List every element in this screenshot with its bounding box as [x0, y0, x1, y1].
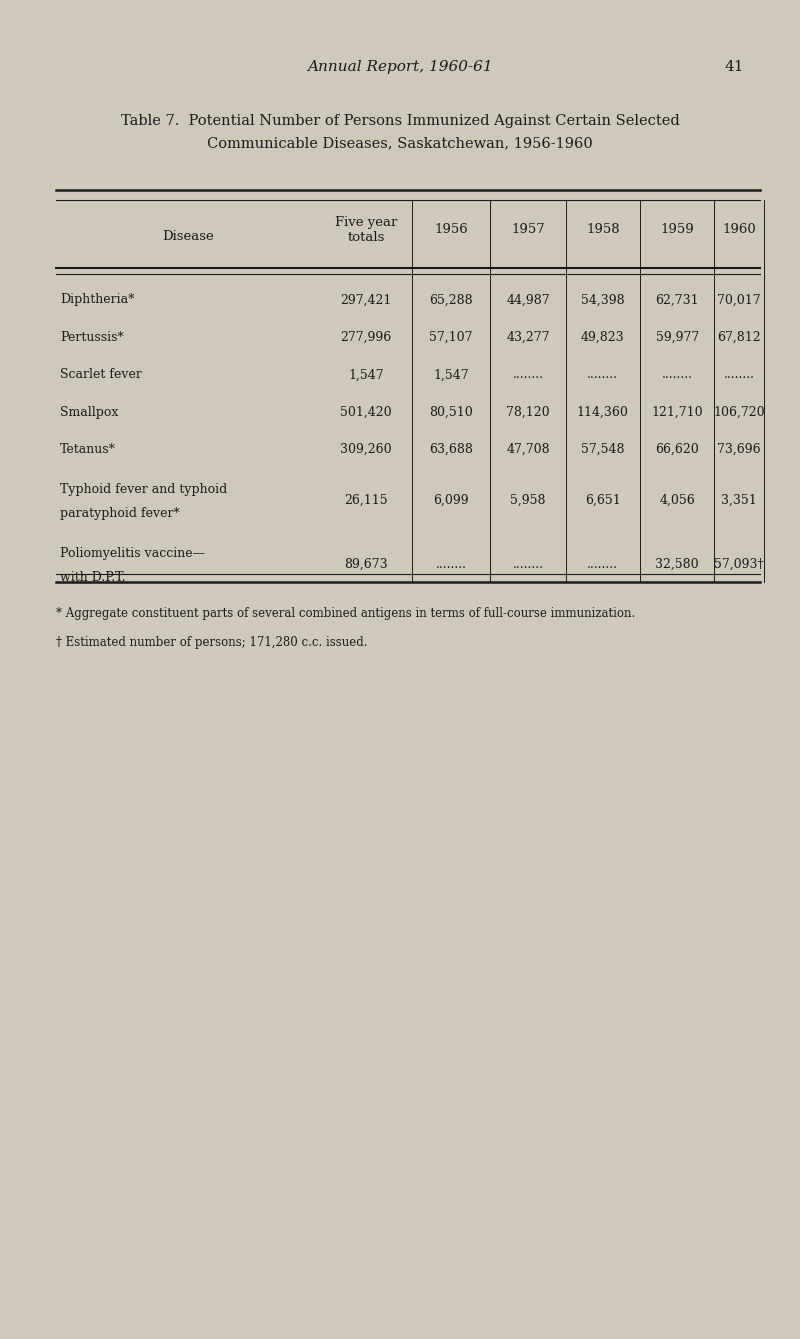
- Text: 309,260: 309,260: [340, 443, 392, 457]
- Text: Diphtheria*: Diphtheria*: [60, 293, 134, 307]
- Text: 67,812: 67,812: [718, 331, 761, 344]
- Text: Communicable Diseases, Saskatchewan, 1956-1960: Communicable Diseases, Saskatchewan, 195…: [207, 137, 593, 150]
- Text: 57,093†: 57,093†: [714, 557, 764, 570]
- Text: 4,056: 4,056: [659, 494, 695, 507]
- Text: ........: ........: [662, 368, 693, 382]
- Text: 5,958: 5,958: [510, 494, 546, 507]
- Text: 78,120: 78,120: [506, 406, 550, 419]
- Text: 41: 41: [725, 60, 744, 74]
- Text: ........: ........: [587, 557, 618, 570]
- Text: ........: ........: [513, 368, 543, 382]
- Text: 70,017: 70,017: [718, 293, 761, 307]
- Text: 32,580: 32,580: [655, 557, 699, 570]
- Text: 57,107: 57,107: [430, 331, 473, 344]
- Text: 121,710: 121,710: [651, 406, 703, 419]
- Text: 277,996: 277,996: [340, 331, 392, 344]
- Text: 66,620: 66,620: [655, 443, 699, 457]
- Text: Tetanus*: Tetanus*: [60, 443, 116, 457]
- Text: 114,360: 114,360: [577, 406, 629, 419]
- Text: ........: ........: [724, 368, 754, 382]
- Text: paratyphoid fever*: paratyphoid fever*: [60, 507, 180, 521]
- Text: 6,099: 6,099: [434, 494, 469, 507]
- Text: Pertussis*: Pertussis*: [60, 331, 124, 344]
- Text: 49,823: 49,823: [581, 331, 625, 344]
- Text: 44,987: 44,987: [506, 293, 550, 307]
- Text: 54,398: 54,398: [581, 293, 625, 307]
- Text: 1959: 1959: [660, 224, 694, 236]
- Text: 57,548: 57,548: [581, 443, 625, 457]
- Text: 1956: 1956: [434, 224, 468, 236]
- Text: 1958: 1958: [586, 224, 620, 236]
- Text: Disease: Disease: [162, 230, 214, 242]
- Text: Typhoid fever and typhoid: Typhoid fever and typhoid: [60, 483, 227, 497]
- Text: Smallpox: Smallpox: [60, 406, 118, 419]
- Text: Five year
totals: Five year totals: [335, 216, 397, 244]
- Text: with D.P.T.: with D.P.T.: [60, 570, 126, 584]
- Text: ........: ........: [587, 368, 618, 382]
- Text: 501,420: 501,420: [340, 406, 392, 419]
- Text: 59,977: 59,977: [655, 331, 699, 344]
- Text: 80,510: 80,510: [430, 406, 473, 419]
- Text: 1,547: 1,547: [348, 368, 384, 382]
- Text: 65,288: 65,288: [430, 293, 473, 307]
- Text: Annual Report, 1960-61: Annual Report, 1960-61: [307, 60, 493, 74]
- Text: 63,688: 63,688: [430, 443, 473, 457]
- Text: 1,547: 1,547: [434, 368, 469, 382]
- Text: Poliomyelitis vaccine—: Poliomyelitis vaccine—: [60, 546, 205, 560]
- Text: 89,673: 89,673: [344, 557, 388, 570]
- Text: 3,351: 3,351: [722, 494, 757, 507]
- Text: 26,115: 26,115: [344, 494, 388, 507]
- Text: Scarlet fever: Scarlet fever: [60, 368, 142, 382]
- Text: 1957: 1957: [511, 224, 545, 236]
- Text: 1960: 1960: [722, 224, 756, 236]
- Text: Table 7.  Potential Number of Persons Immunized Against Certain Selected: Table 7. Potential Number of Persons Imm…: [121, 114, 679, 127]
- Text: ........: ........: [513, 557, 543, 570]
- Text: 6,651: 6,651: [585, 494, 621, 507]
- Text: 106,720: 106,720: [714, 406, 765, 419]
- Text: 47,708: 47,708: [506, 443, 550, 457]
- Text: 62,731: 62,731: [655, 293, 699, 307]
- Text: 73,696: 73,696: [718, 443, 761, 457]
- Text: 43,277: 43,277: [506, 331, 550, 344]
- Text: 297,421: 297,421: [340, 293, 392, 307]
- Text: * Aggregate constituent parts of several combined antigens in terms of full-cour: * Aggregate constituent parts of several…: [56, 607, 635, 620]
- Text: ........: ........: [436, 557, 466, 570]
- Text: † Estimated number of persons; 171,280 c.c. issued.: † Estimated number of persons; 171,280 c…: [56, 636, 367, 649]
